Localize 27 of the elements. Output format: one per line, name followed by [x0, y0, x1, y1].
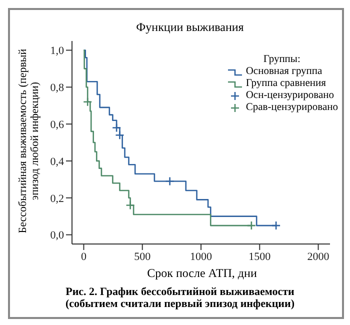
point — [126, 200, 135, 210]
point — [112, 123, 122, 132]
y-tick-label: 0,4 — [50, 156, 64, 168]
text: Рис. 2. График бессобытийной выживаемости (событием считали первый эпизод инфекции) — [64, 286, 296, 310]
y-axis-title: Бессобытийная выживаемость (первый эпизод любой инфекции) — [17, 48, 41, 236]
y-tick-label: 0,0 — [50, 230, 64, 242]
x-tick-label: 0 — [80, 250, 87, 263]
x-tick-label: 1000 — [190, 250, 212, 263]
y-tick-label: 0,2 — [50, 192, 64, 205]
legend-label: Срав-цензурировано — [246, 102, 338, 114]
y-tick-label: 0,6 — [50, 118, 64, 131]
point — [82, 97, 92, 107]
legend-label: Основная группа — [246, 66, 322, 78]
x-tick-label: 500 — [134, 250, 152, 263]
point — [246, 220, 256, 230]
point — [165, 176, 174, 186]
x-tick-label: 2000 — [307, 250, 330, 263]
point — [271, 220, 281, 230]
chart-title: Функции выживания — [135, 20, 245, 35]
x-axis-title: Срок после АТП, дни — [146, 266, 258, 281]
legend-label: Группа сравнения — [246, 78, 326, 90]
y-tick-label: 1,0 — [50, 45, 64, 58]
legend-label: Осн-цензурировано — [246, 90, 334, 102]
legend-title: Группы: — [262, 54, 302, 66]
y-tick-label: 0,8 — [50, 82, 64, 94]
x-tick-label: 1500 — [248, 250, 272, 263]
point — [115, 130, 124, 140]
